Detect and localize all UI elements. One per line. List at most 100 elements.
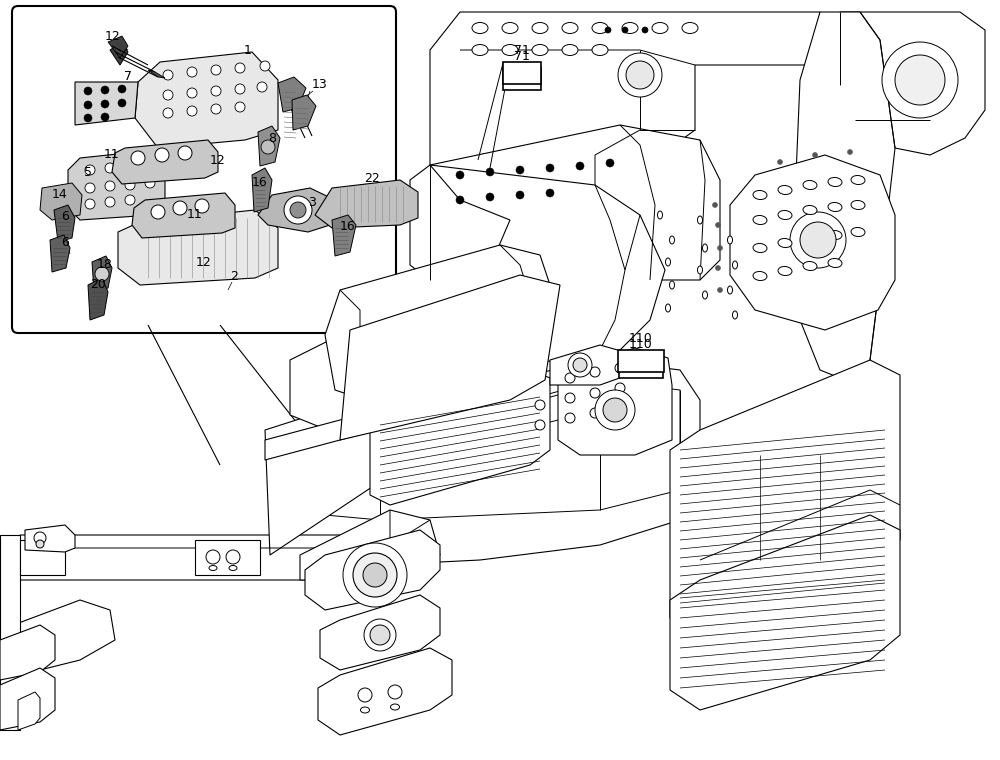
Polygon shape [0,600,115,680]
Circle shape [576,162,584,170]
Polygon shape [315,180,418,228]
Polygon shape [40,183,82,220]
Circle shape [516,166,524,174]
Polygon shape [88,278,108,320]
Text: 1: 1 [244,43,252,56]
Circle shape [84,87,92,95]
Circle shape [105,163,115,173]
Circle shape [145,178,155,188]
Circle shape [257,82,267,92]
Circle shape [590,367,600,377]
Polygon shape [340,275,560,440]
Polygon shape [20,540,65,575]
Circle shape [125,180,135,190]
Polygon shape [270,360,700,565]
Ellipse shape [851,176,865,185]
Ellipse shape [828,178,842,186]
Polygon shape [840,12,985,155]
Circle shape [343,543,407,607]
Circle shape [716,223,720,227]
Circle shape [34,532,46,544]
Polygon shape [252,168,272,212]
Polygon shape [430,12,820,185]
Circle shape [125,195,135,205]
Text: 11: 11 [187,208,203,221]
Text: 13: 13 [312,78,328,91]
Circle shape [118,85,126,93]
Circle shape [85,165,95,175]
Circle shape [101,113,109,121]
Circle shape [590,388,600,398]
Ellipse shape [778,239,792,248]
Circle shape [95,267,109,281]
Circle shape [235,102,245,112]
Circle shape [718,245,722,251]
Circle shape [486,193,494,201]
Circle shape [535,420,545,430]
Ellipse shape [803,233,817,242]
Polygon shape [370,370,550,505]
Circle shape [105,197,115,207]
Polygon shape [332,215,356,256]
Polygon shape [258,188,335,232]
Polygon shape [730,155,895,330]
Polygon shape [92,256,112,292]
Polygon shape [75,82,138,125]
Ellipse shape [472,45,488,55]
Circle shape [101,100,109,108]
Circle shape [206,550,220,564]
Polygon shape [305,530,440,610]
Polygon shape [68,150,165,220]
Circle shape [155,148,169,162]
Circle shape [790,212,846,268]
Circle shape [290,202,306,218]
Circle shape [36,540,44,548]
Circle shape [284,196,312,224]
Circle shape [848,150,852,154]
Bar [503,68,541,90]
Polygon shape [50,235,70,272]
Ellipse shape [702,244,708,252]
Circle shape [716,265,720,271]
Ellipse shape [753,271,767,280]
Circle shape [101,86,109,94]
Text: 6: 6 [61,211,69,223]
Text: 12: 12 [105,30,121,43]
Ellipse shape [622,23,638,33]
Text: 71: 71 [514,45,530,58]
Text: 16: 16 [252,176,268,188]
Polygon shape [112,140,218,184]
Ellipse shape [803,205,817,214]
Ellipse shape [532,23,548,33]
Ellipse shape [502,23,518,33]
Polygon shape [110,42,128,65]
Ellipse shape [562,23,578,33]
Circle shape [595,390,635,430]
Circle shape [565,413,575,423]
Circle shape [456,196,464,204]
Circle shape [131,151,145,165]
Circle shape [546,189,554,197]
Ellipse shape [698,216,702,224]
Circle shape [370,625,390,645]
Text: 14: 14 [52,188,68,201]
Text: 20: 20 [90,278,106,292]
Ellipse shape [658,211,662,219]
Polygon shape [258,126,280,166]
Circle shape [800,222,836,258]
Circle shape [105,181,115,191]
Circle shape [618,53,662,97]
Ellipse shape [753,216,767,224]
Circle shape [718,287,722,293]
Text: 110: 110 [629,338,653,351]
Ellipse shape [390,704,400,710]
Circle shape [85,199,95,209]
Polygon shape [148,70,165,78]
Circle shape [642,27,648,33]
Circle shape [626,61,654,89]
Polygon shape [0,668,55,730]
Circle shape [606,159,614,167]
Text: 12: 12 [210,154,226,166]
Ellipse shape [592,45,608,55]
Ellipse shape [666,258,670,266]
